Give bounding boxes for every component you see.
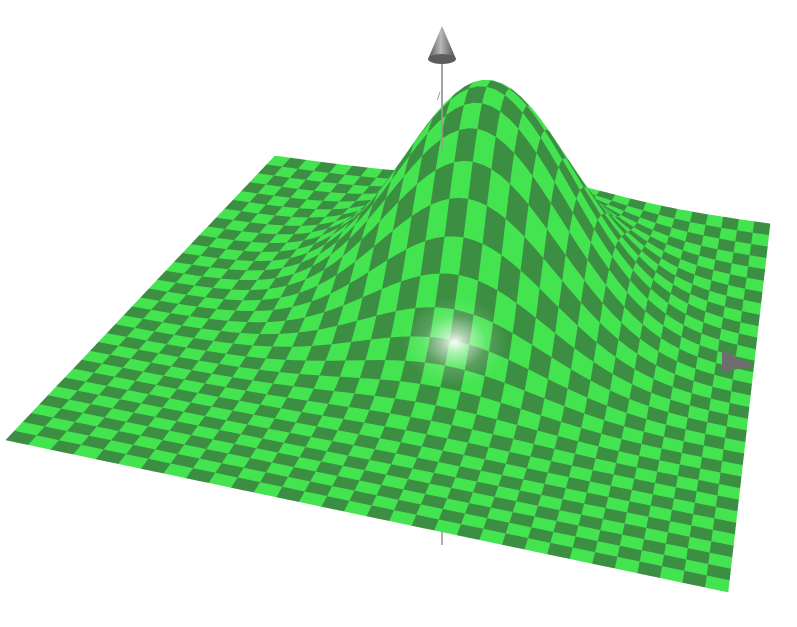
z-axis-arrowhead-icon [428, 26, 456, 64]
specular-highlight [403, 298, 507, 386]
gaussian-surface [5, 79, 771, 593]
z-axis-tick-mark: / [437, 91, 441, 102]
